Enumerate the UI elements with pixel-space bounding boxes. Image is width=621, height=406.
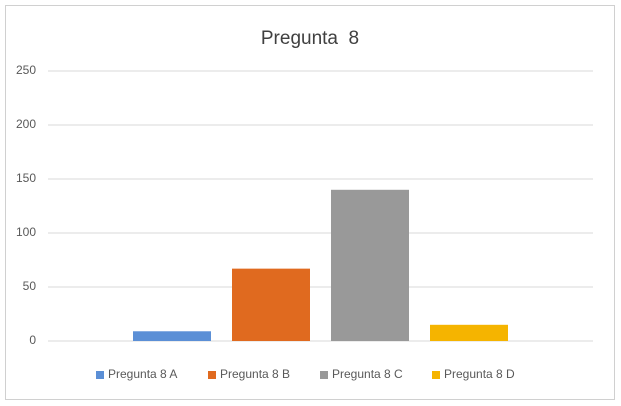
legend-label: Pregunta 8 D [444,367,515,381]
y-tick-label: 50 [23,279,37,293]
legend-label: Pregunta 8 C [332,367,403,381]
bar [133,331,211,341]
legend-swatch [96,371,104,379]
bar [232,268,310,341]
y-tick-label: 100 [16,225,36,239]
legend-label: Pregunta 8 B [220,367,290,381]
chart-title: Pregunta 8 [261,28,359,49]
legend-swatch [320,371,328,379]
y-tick-label: 150 [16,171,36,185]
y-tick-label: 250 [16,63,36,77]
bar [331,189,409,341]
bar [430,324,508,341]
y-tick-label: 0 [29,333,36,347]
y-tick-label: 200 [16,117,36,131]
legend-swatch [432,371,440,379]
legend-label: Pregunta 8 A [108,367,177,381]
legend-swatch [208,371,216,379]
